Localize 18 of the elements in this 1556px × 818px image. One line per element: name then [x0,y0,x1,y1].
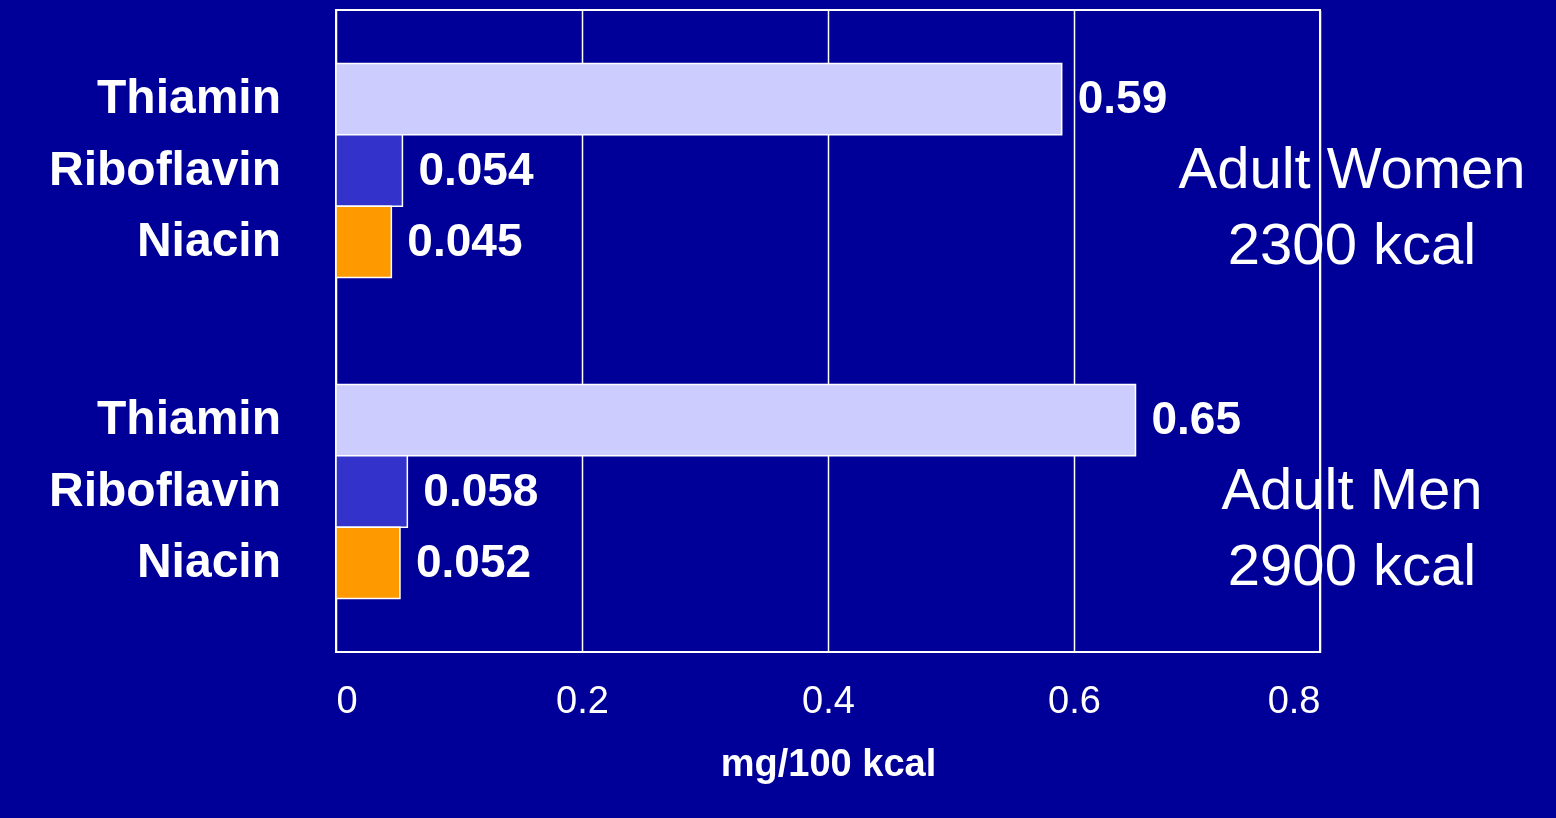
data-label: 0.054 [418,142,534,195]
x-axis-title: mg/100 kcal [720,741,937,784]
data-label: 0.058 [423,463,539,516]
y-tick-label: Niacin [136,212,281,266]
data-label: 0.59 [1077,71,1168,124]
x-tick-label: 0.2 [556,678,609,721]
y-tick-label: Niacin [136,533,281,587]
y-tick-label: Thiamin [96,70,281,124]
data-label: 0.045 [407,213,523,266]
x-tick-label: 0.8 [1267,678,1321,721]
x-tick-label: 0.6 [1048,678,1101,721]
y-tick-label: Riboflavin [48,141,281,195]
data-label: 0.052 [415,534,532,587]
y-tick-label: Thiamin [96,391,281,445]
y-tick-label: Riboflavin [48,462,281,516]
x-tick-label: 0 [336,678,358,721]
data-label: 0.65 [1151,392,1242,445]
x-tick-label: 0.4 [802,678,855,721]
